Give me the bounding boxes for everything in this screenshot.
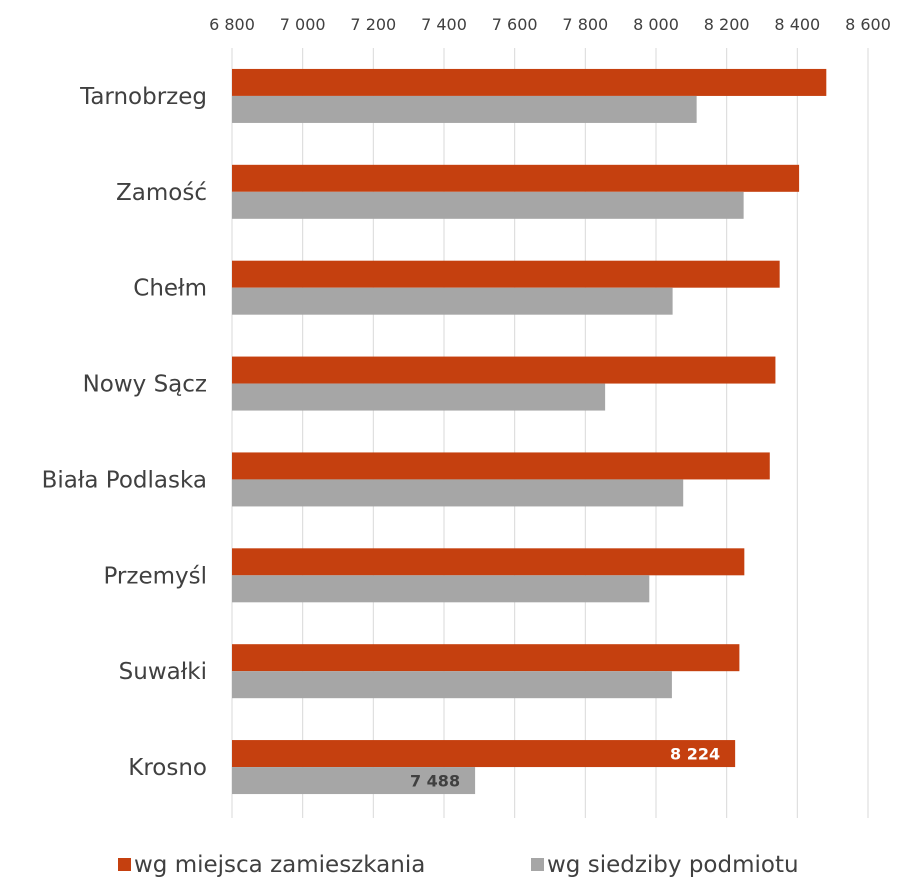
x-tick-label: 7 800 [562,15,608,34]
category-label: Biała Podlaska [42,467,207,493]
x-tick-label: 7 200 [350,15,396,34]
gridlines [231,48,869,818]
category-label: Suwałki [119,659,207,685]
bar-miejsce-zamieszkania [232,68,827,96]
bar-miejsce-zamieszkania [232,740,736,768]
x-axis-ticks: 6 800 7 000 7 200 7 400 7 600 7 800 8 000 8 200… [209,15,891,34]
bar-siedziba-podmiotu [232,287,673,315]
data-label: 7 488 [410,772,460,791]
bar-siedziba-podmiotu [232,767,476,795]
category-label: Przemyśl [103,563,207,589]
category-label: Chełm [133,276,207,302]
legend-label: wg miejsca zamieszkania [134,852,425,878]
bar-siedziba-podmiotu [232,383,606,411]
category-label: Krosno [128,755,207,781]
bar-miejsce-zamieszkania [232,452,770,480]
legend-swatch [118,858,131,871]
x-tick-label: 8 600 [845,15,891,34]
x-tick-label: 7 000 [280,15,326,34]
legend: wg miejsca zamieszkania wg siedziby podmi… [118,852,799,878]
bar-siedziba-podmiotu [232,95,697,123]
bars [232,68,827,795]
bar-miejsce-zamieszkania [232,548,745,576]
category-label: Nowy Sącz [83,372,207,398]
x-tick-label: 7 400 [421,15,467,34]
bar-miejsce-zamieszkania [232,644,740,672]
category-label: Zamość [116,180,207,206]
bar-siedziba-podmiotu [232,671,672,699]
bar-siedziba-podmiotu [232,479,684,507]
data-label: 8 224 [670,745,720,764]
bar-siedziba-podmiotu [232,575,650,603]
legend-label: wg siedziby podmiotu [547,852,799,878]
x-tick-label: 8 000 [633,15,679,34]
x-tick-label: 7 600 [492,15,538,34]
x-tick-label: 8 200 [704,15,750,34]
category-labels: Tarnobrzeg Zamość Chełm Nowy Sącz Biała Podl… [42,84,207,781]
x-tick-label: 6 800 [209,15,255,34]
bar-siedziba-podmiotu [232,191,744,219]
category-label: Tarnobrzeg [79,84,207,110]
legend-swatch [531,858,544,871]
data-labels: 8 224 7 488 [410,745,720,791]
bar-miejsce-zamieszkania [232,260,780,288]
x-tick-label: 8 400 [774,15,820,34]
bar-miejsce-zamieszkania [232,164,800,192]
bar-miejsce-zamieszkania [232,356,776,384]
